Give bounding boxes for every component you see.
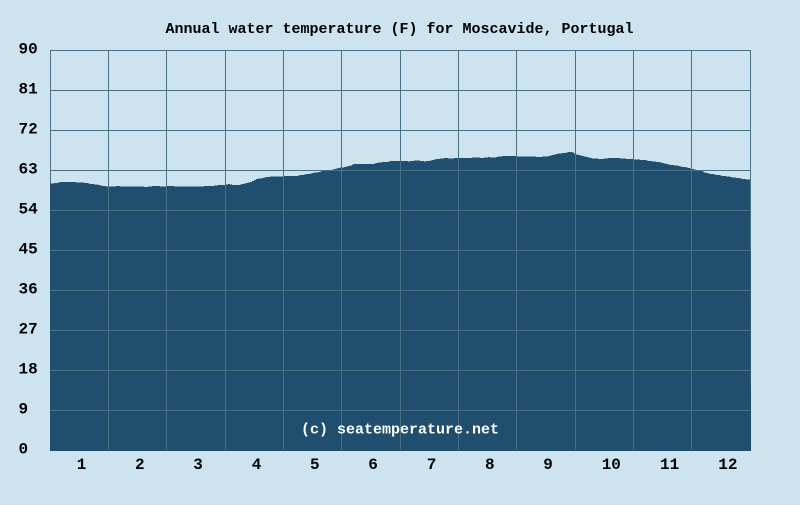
svg-text:9: 9 [19, 401, 29, 419]
svg-text:11: 11 [660, 456, 679, 474]
svg-text:63: 63 [19, 161, 38, 179]
svg-text:72: 72 [19, 121, 38, 139]
svg-text:9: 9 [543, 456, 553, 474]
svg-text:8: 8 [485, 456, 495, 474]
svg-text:18: 18 [19, 361, 38, 379]
svg-text:4: 4 [252, 456, 262, 474]
svg-text:90: 90 [19, 41, 38, 59]
svg-text:0: 0 [19, 441, 29, 459]
svg-text:3: 3 [193, 456, 203, 474]
svg-text:7: 7 [427, 456, 437, 474]
svg-text:6: 6 [368, 456, 378, 474]
svg-text:Annual water temperature (F) f: Annual water temperature (F) for Moscavi… [165, 21, 633, 38]
svg-text:1: 1 [77, 456, 87, 474]
svg-text:10: 10 [602, 456, 621, 474]
svg-text:45: 45 [19, 241, 38, 259]
svg-text:12: 12 [718, 456, 737, 474]
svg-text:2: 2 [135, 456, 145, 474]
svg-text:81: 81 [19, 81, 38, 99]
svg-text:27: 27 [19, 321, 38, 339]
svg-text:36: 36 [19, 281, 38, 299]
svg-text:54: 54 [19, 201, 39, 219]
svg-text:(c) seatemperature.net: (c) seatemperature.net [301, 422, 499, 439]
svg-text:5: 5 [310, 456, 320, 474]
